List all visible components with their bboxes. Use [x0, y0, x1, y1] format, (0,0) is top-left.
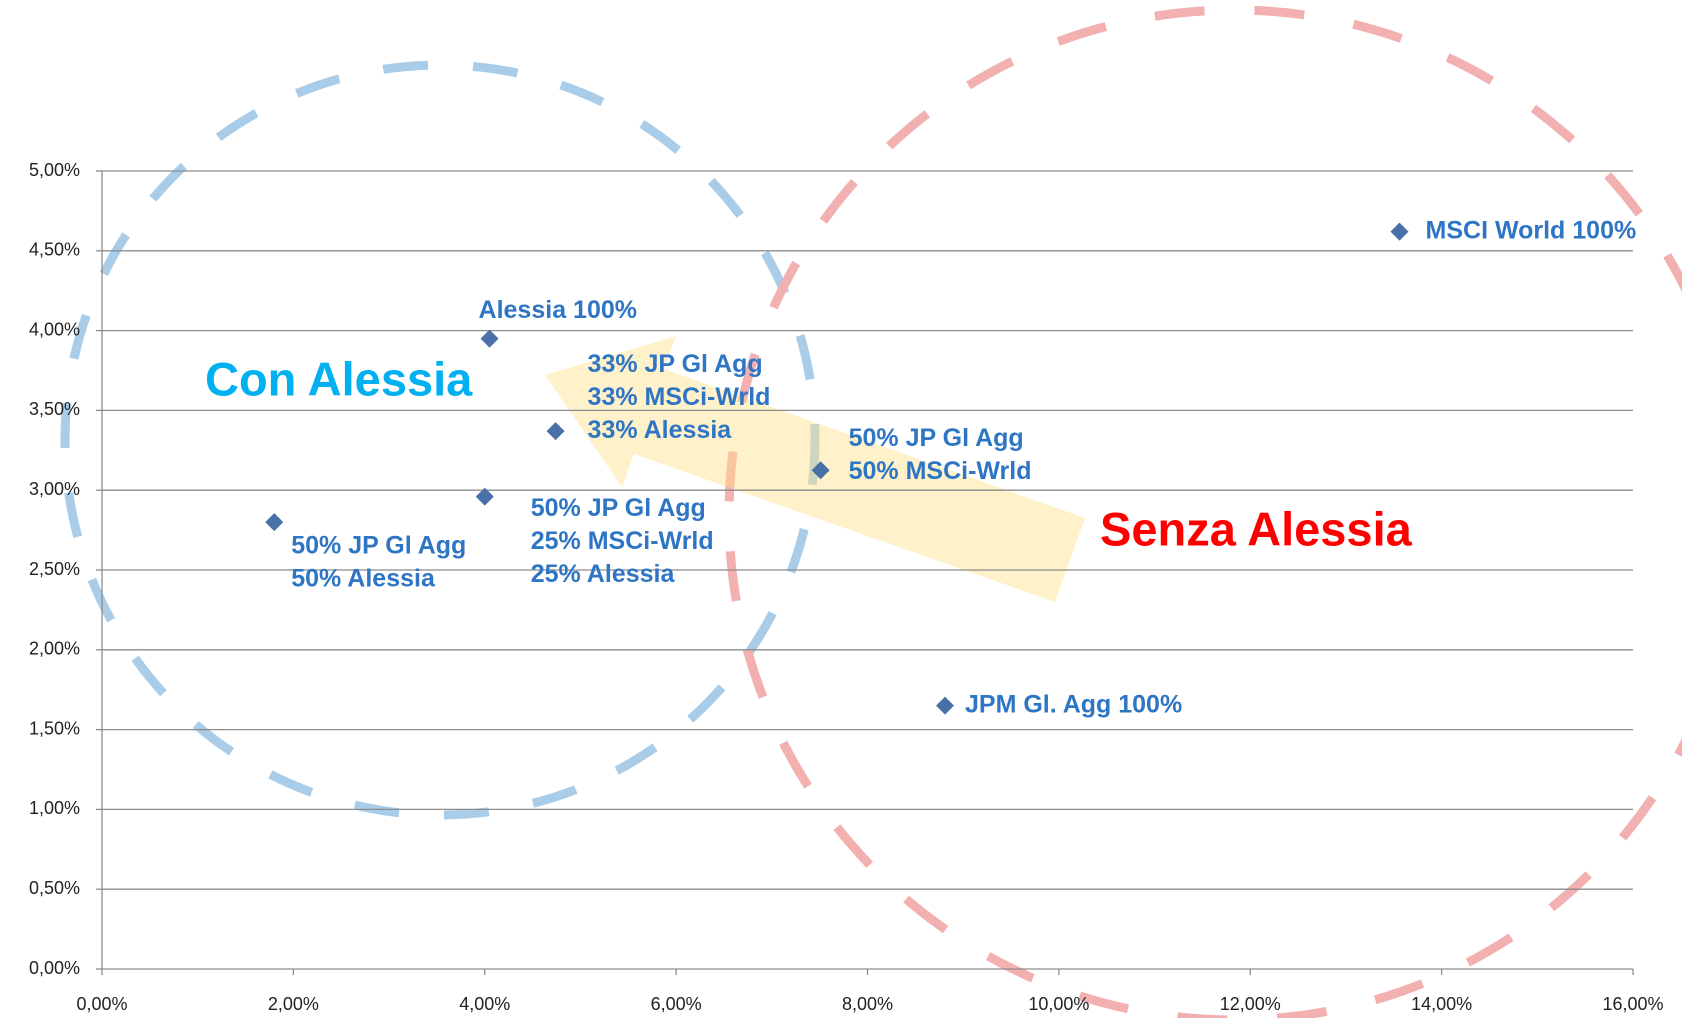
point	[546, 422, 565, 441]
y-tick-label: 0,50%	[29, 878, 80, 898]
point-label: 50% JP Gl Agg	[291, 532, 466, 560]
x-tick-label: 2,00%	[268, 994, 319, 1014]
x-tick-label: 14,00%	[1411, 994, 1472, 1014]
blue-dashed-circle	[60, 60, 820, 820]
point-label: 25% Alessia	[531, 560, 676, 588]
x-tick-label: 0,00%	[76, 994, 127, 1014]
point-label: 33% Alessia	[588, 416, 733, 444]
y-tick-label: 4,50%	[29, 240, 80, 260]
point	[475, 487, 494, 506]
point-label: Alessia 100%	[479, 296, 637, 324]
y-tick-label: 2,00%	[29, 639, 80, 659]
y-tick-label: 4,00%	[29, 319, 80, 339]
x-tick-label: 10,00%	[1028, 994, 1089, 1014]
x-tick-label: 16,00%	[1602, 994, 1663, 1014]
x-tick-label: 12,00%	[1220, 994, 1281, 1014]
point	[811, 461, 830, 480]
x-tick-label: 4,00%	[459, 994, 510, 1014]
point-label: 50% JP Gl Agg	[531, 494, 706, 522]
point	[1390, 222, 1409, 241]
y-tick-label: 3,50%	[29, 399, 80, 419]
point-label: 50% JP Gl Agg	[849, 424, 1024, 452]
y-tick-label: 3,00%	[29, 479, 80, 499]
point	[936, 696, 955, 715]
plot: 0,00% 0,50% 1,00% 1,50% 2,00% 2,50% 3,00% 3,50%…	[29, 160, 1664, 1014]
y-tick-label: 5,00%	[29, 160, 80, 180]
point-label: MSCI World 100%	[1426, 216, 1637, 244]
point-label: 25% MSCi-Wrld	[531, 527, 714, 555]
annotation: Con Alessia	[205, 352, 473, 405]
y-tick-label: 0,00%	[29, 958, 80, 978]
point-label: 33% MSCi-Wrld	[588, 383, 771, 411]
point	[480, 329, 499, 348]
annotation: Senza Alessia	[1100, 502, 1413, 555]
x-tick-label: 6,00%	[651, 994, 702, 1014]
point-label: JPM Gl. Agg 100%	[965, 690, 1182, 718]
point-label: 33% JP Gl Agg	[588, 350, 763, 378]
point-label: 50% MSCi-Wrld	[849, 457, 1032, 485]
x-tick-label: 8,00%	[842, 994, 893, 1014]
y-tick-label: 1,00%	[29, 798, 80, 818]
y-tick-label: 2,50%	[29, 559, 80, 579]
point-label: 50% Alessia	[291, 565, 436, 593]
point	[265, 513, 284, 532]
y-tick-label: 1,50%	[29, 718, 80, 738]
